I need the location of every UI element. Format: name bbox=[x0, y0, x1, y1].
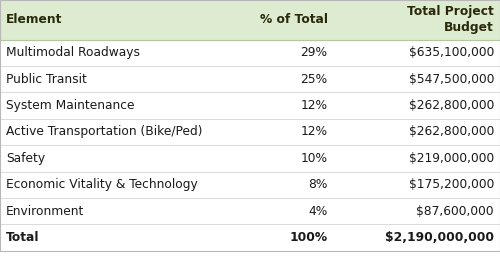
Text: Economic Vitality & Technology: Economic Vitality & Technology bbox=[6, 178, 198, 191]
Text: % of Total: % of Total bbox=[260, 13, 328, 26]
Text: $635,100,000: $635,100,000 bbox=[408, 46, 494, 59]
Text: 25%: 25% bbox=[300, 73, 328, 86]
Text: 12%: 12% bbox=[300, 125, 328, 138]
Text: $219,000,000: $219,000,000 bbox=[409, 152, 494, 165]
Text: Active Transportation (Bike/Ped): Active Transportation (Bike/Ped) bbox=[6, 125, 202, 138]
Text: 29%: 29% bbox=[300, 46, 328, 59]
Text: $547,500,000: $547,500,000 bbox=[408, 73, 494, 86]
Text: $87,600,000: $87,600,000 bbox=[416, 205, 494, 218]
Text: Multimodal Roadways: Multimodal Roadways bbox=[6, 46, 140, 59]
Text: $175,200,000: $175,200,000 bbox=[408, 178, 494, 191]
Text: Public Transit: Public Transit bbox=[6, 73, 87, 86]
Text: 4%: 4% bbox=[308, 205, 328, 218]
Text: 12%: 12% bbox=[300, 99, 328, 112]
Text: Total: Total bbox=[6, 231, 40, 244]
Text: 100%: 100% bbox=[290, 231, 328, 244]
Text: 10%: 10% bbox=[300, 152, 328, 165]
Text: $262,800,000: $262,800,000 bbox=[408, 99, 494, 112]
Text: 8%: 8% bbox=[308, 178, 328, 191]
Text: Environment: Environment bbox=[6, 205, 84, 218]
Bar bbox=[0, 0, 500, 40]
Text: $262,800,000: $262,800,000 bbox=[408, 125, 494, 138]
Text: Total Project
Budget: Total Project Budget bbox=[407, 5, 494, 34]
Text: Element: Element bbox=[6, 13, 62, 26]
Text: $2,190,000,000: $2,190,000,000 bbox=[385, 231, 494, 244]
Text: Safety: Safety bbox=[6, 152, 45, 165]
Text: System Maintenance: System Maintenance bbox=[6, 99, 134, 112]
